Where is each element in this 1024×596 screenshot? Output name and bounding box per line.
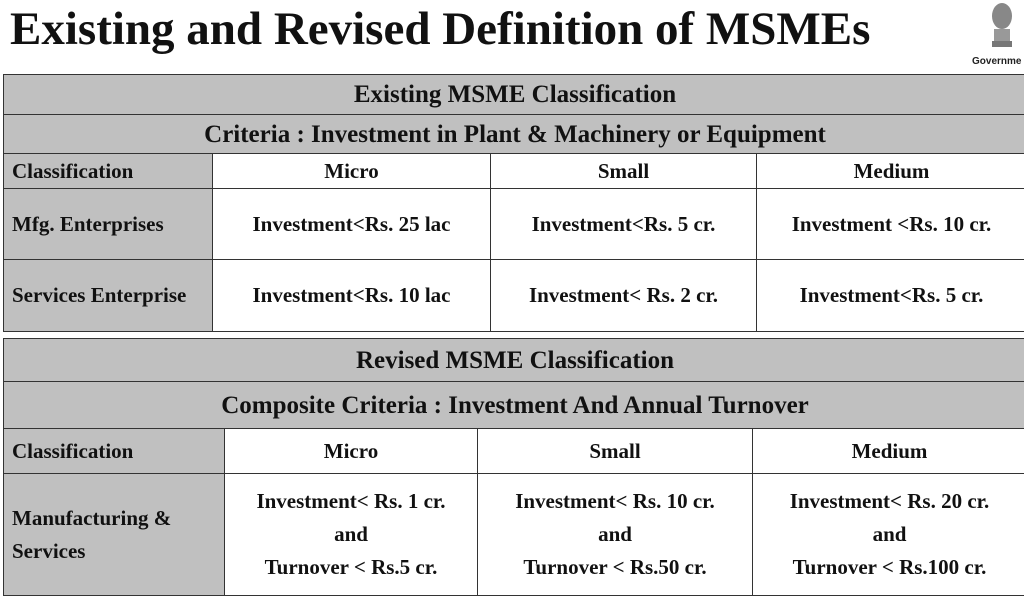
national-emblem-icon: [986, 0, 1018, 56]
criteria-row: Criteria : Investment in Plant & Machine…: [4, 115, 1024, 154]
investment-limit: Investment< Rs. 20 cr.: [753, 485, 1024, 518]
header-cell: Medium: [753, 429, 1024, 474]
table-cell: Investment<Rs. 10 lac: [213, 260, 491, 332]
investment-limit: Investment< Rs. 10 cr.: [478, 485, 752, 518]
header-cell: Micro: [225, 429, 478, 474]
table-heading: Existing MSME Classification: [4, 75, 1024, 115]
table-cell: Investment <Rs. 10 cr.: [757, 189, 1024, 260]
conjunction: and: [753, 518, 1024, 551]
conjunction: and: [478, 518, 752, 551]
turnover-limit: Turnover < Rs.50 cr.: [478, 551, 752, 584]
table-cell: Investment< Rs. 2 cr.: [491, 260, 757, 332]
row-label: Mfg. Enterprises: [4, 189, 213, 260]
emblem-caption: Governme: [972, 56, 1021, 68]
header-cell: Medium: [757, 154, 1024, 189]
header-cell: Classification: [4, 429, 225, 474]
row-label: Services Enterprise: [4, 260, 213, 332]
header-cell: Small: [478, 429, 753, 474]
header-cell: Micro: [213, 154, 491, 189]
revised-classification-table: Revised MSME Classification Composite Cr…: [3, 338, 1024, 596]
header-cell: Classification: [4, 154, 213, 189]
row-label: Manufacturing & Services: [4, 474, 225, 596]
investment-limit: Investment< Rs. 1 cr.: [225, 485, 477, 518]
table-cell: Investment<Rs. 5 cr.: [757, 260, 1024, 332]
criteria-row: Composite Criteria : Investment And Annu…: [4, 382, 1024, 429]
page-title: Existing and Revised Definition of MSMEs: [10, 2, 870, 56]
turnover-limit: Turnover < Rs.5 cr.: [225, 551, 477, 584]
existing-classification-table: Existing MSME Classification Criteria : …: [3, 74, 1024, 332]
table-cell: Investment<Rs. 25 lac: [213, 189, 491, 260]
header-cell: Small: [491, 154, 757, 189]
table-cell: Investment<Rs. 5 cr.: [491, 189, 757, 260]
conjunction: and: [225, 518, 477, 551]
table-heading: Revised MSME Classification: [4, 339, 1024, 382]
turnover-limit: Turnover < Rs.100 cr.: [753, 551, 1024, 584]
